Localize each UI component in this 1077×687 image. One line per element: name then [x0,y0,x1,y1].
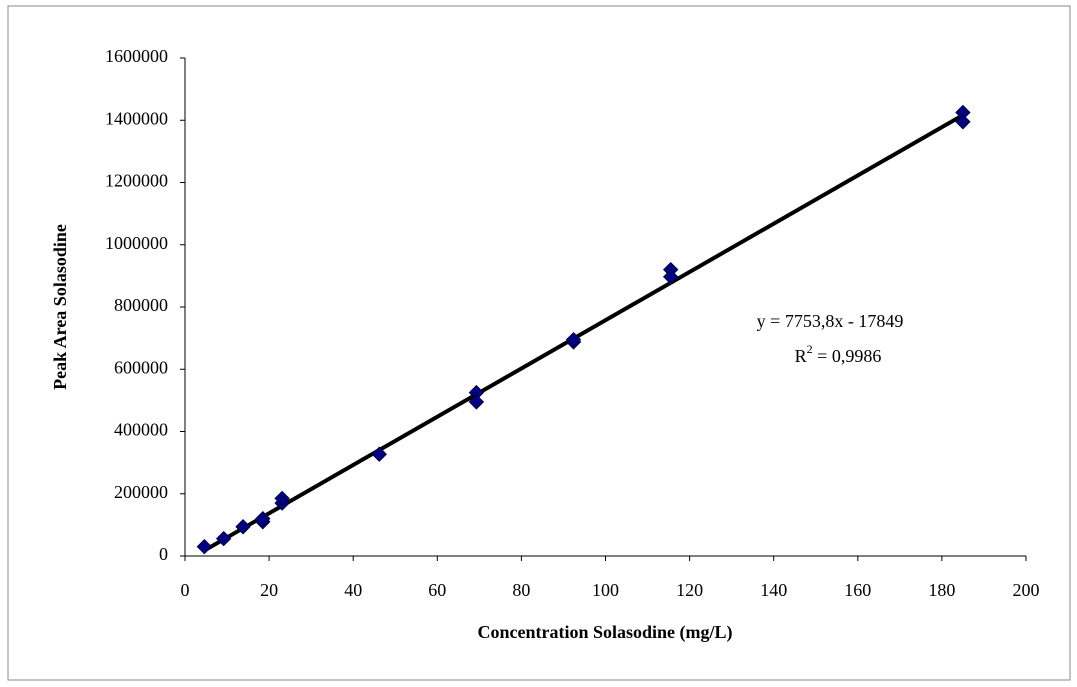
x-tick-label: 180 [928,580,955,600]
x-tick-label: 140 [760,580,787,600]
y-tick-label: 0 [159,544,168,564]
data-point [662,269,679,285]
x-tick-label: 60 [428,580,446,600]
y-tick-label: 800000 [114,295,168,315]
x-tick-label: 100 [592,580,619,600]
r-squared: R2 = 0,9986 [795,342,882,366]
data-point [955,114,971,130]
y-tick-label: 1200000 [105,171,168,191]
data-point [255,510,271,527]
y-tick-label: 1600000 [105,46,168,66]
trend-equation: y = 7753,8x - 17849 [757,311,904,331]
data-point [468,394,485,410]
y-tick-label: 1000000 [105,233,168,253]
y-tick-label: 400000 [114,420,168,440]
y-axis-title: Peak Area Solasodine [50,224,70,390]
x-tick-label: 0 [181,580,190,600]
x-tick-label: 160 [844,580,871,600]
y-tick-label: 200000 [114,482,168,502]
data-point [235,519,251,535]
r2-base: R [795,346,807,366]
y-tick-label: 600000 [114,357,168,377]
data-point [215,530,232,547]
data-point [371,446,387,462]
x-tick-label: 40 [344,580,362,600]
data-point [196,538,213,555]
y-tick-label: 1400000 [105,108,168,128]
x-tick-label: 120 [676,580,703,600]
x-tick-label: 20 [260,580,278,600]
trendline [203,113,964,553]
x-tick-label: 200 [1013,580,1040,600]
x-tick-label: 80 [512,580,530,600]
x-axis-title: Concentration Solasodine (mg/L) [477,622,732,643]
chart-border [7,5,1071,681]
r2-rest: = 0,9986 [813,346,882,366]
r2-sup: 2 [807,342,813,356]
data-point [274,490,290,507]
data-point [565,331,582,348]
